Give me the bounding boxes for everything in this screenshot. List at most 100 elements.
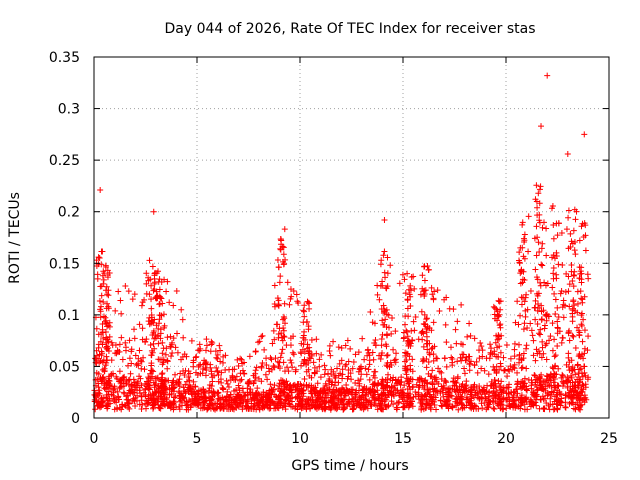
scatter-point xyxy=(178,306,185,313)
scatter-point xyxy=(306,344,313,351)
scatter-point xyxy=(428,284,435,291)
scatter-point xyxy=(272,355,279,362)
scatter-point xyxy=(569,383,576,390)
scatter-point xyxy=(159,361,166,368)
scatter-point xyxy=(226,401,233,408)
scatter-point xyxy=(574,288,581,295)
scatter-point xyxy=(213,354,220,361)
scatter-point xyxy=(168,353,175,360)
scatter-point xyxy=(514,298,521,305)
y-tick-label: 0 xyxy=(71,411,80,427)
scatter-point xyxy=(281,334,288,341)
scatter-point xyxy=(331,389,338,396)
scatter-point xyxy=(403,371,410,378)
scatter-point xyxy=(104,291,111,298)
scatter-point xyxy=(335,392,342,399)
scatter-point xyxy=(530,401,537,408)
scatter-point xyxy=(515,321,522,328)
scatter-point xyxy=(195,390,202,397)
scatter-point xyxy=(367,386,374,393)
scatter-point xyxy=(438,402,445,409)
scatter-point xyxy=(176,406,183,413)
scatter-point xyxy=(281,226,288,233)
scatter-point xyxy=(185,373,192,380)
scatter-point xyxy=(403,402,410,409)
scatter-point xyxy=(132,352,139,359)
scatter-point xyxy=(492,392,499,399)
scatter-point xyxy=(183,398,190,405)
scatter-point xyxy=(309,402,316,409)
scatter-point xyxy=(569,400,576,407)
scatter-point xyxy=(362,365,369,372)
scatter-point xyxy=(94,376,101,383)
scatter-point xyxy=(473,358,480,365)
scatter-point xyxy=(542,311,549,318)
scatter-point xyxy=(358,394,365,401)
scatter-point xyxy=(143,280,150,287)
scatter-point xyxy=(553,252,560,259)
scatter-point xyxy=(537,282,544,289)
scatter-point xyxy=(97,308,104,315)
scatter-point xyxy=(125,288,132,295)
y-tick-label: 0.2 xyxy=(58,205,80,221)
scatter-point xyxy=(538,302,545,309)
scatter-point xyxy=(167,333,174,340)
scatter-point xyxy=(148,395,155,402)
scatter-point xyxy=(494,336,501,343)
scatter-point xyxy=(474,369,481,376)
scatter-point xyxy=(99,329,106,336)
scatter-point xyxy=(489,397,496,404)
scatter-point xyxy=(555,365,562,372)
scatter-point xyxy=(435,365,442,372)
scatter-point xyxy=(548,388,555,395)
scatter-point xyxy=(148,282,155,289)
scatter-point xyxy=(121,402,128,409)
scatter-point xyxy=(519,219,526,226)
scatter-point xyxy=(255,400,262,407)
scatter-point xyxy=(101,365,108,372)
scatter-point xyxy=(267,381,274,388)
scatter-point xyxy=(396,280,403,287)
scatter-point xyxy=(522,307,529,314)
scatter-point xyxy=(554,318,561,325)
scatter-point xyxy=(541,405,548,412)
scatter-point xyxy=(424,379,431,386)
scatter-point xyxy=(145,399,152,406)
scatter-point xyxy=(185,389,192,396)
scatter-point xyxy=(137,357,144,364)
scatter-point xyxy=(203,342,210,349)
scatter-point xyxy=(372,381,379,388)
scatter-point xyxy=(581,363,588,370)
scatter-point xyxy=(555,313,562,320)
scatter-point xyxy=(334,365,341,372)
scatter-point xyxy=(429,367,436,374)
scatter-point xyxy=(405,376,412,383)
scatter-point xyxy=(578,370,585,377)
scatter-point xyxy=(243,405,250,412)
scatter-point xyxy=(579,299,586,306)
scatter-point xyxy=(383,285,390,292)
scatter-point xyxy=(494,312,501,319)
scatter-point xyxy=(150,379,157,386)
scatter-point xyxy=(305,397,312,404)
y-tick-labels: 0 0.05 0.1 0.15 0.2 0.25 0.3 0.35 xyxy=(49,50,80,427)
scatter-point xyxy=(209,401,216,408)
scatter-point xyxy=(188,337,195,344)
scatter-point xyxy=(174,349,181,356)
scatter-point xyxy=(338,345,345,352)
scatter-point xyxy=(450,306,457,313)
scatter-point xyxy=(354,397,361,404)
scatter-point xyxy=(100,313,107,320)
scatter-point xyxy=(133,361,140,368)
scatter-point xyxy=(352,379,359,386)
scatter-point xyxy=(182,381,189,388)
scatter-point xyxy=(524,324,531,331)
scatter-point xyxy=(253,397,260,404)
scatter-point xyxy=(505,366,512,373)
scatter-point xyxy=(406,291,413,298)
scatter-point xyxy=(102,287,109,294)
scatter-point xyxy=(497,324,504,331)
scatter-point xyxy=(437,388,444,395)
scatter-point xyxy=(438,376,445,382)
scatter-point xyxy=(115,396,122,403)
